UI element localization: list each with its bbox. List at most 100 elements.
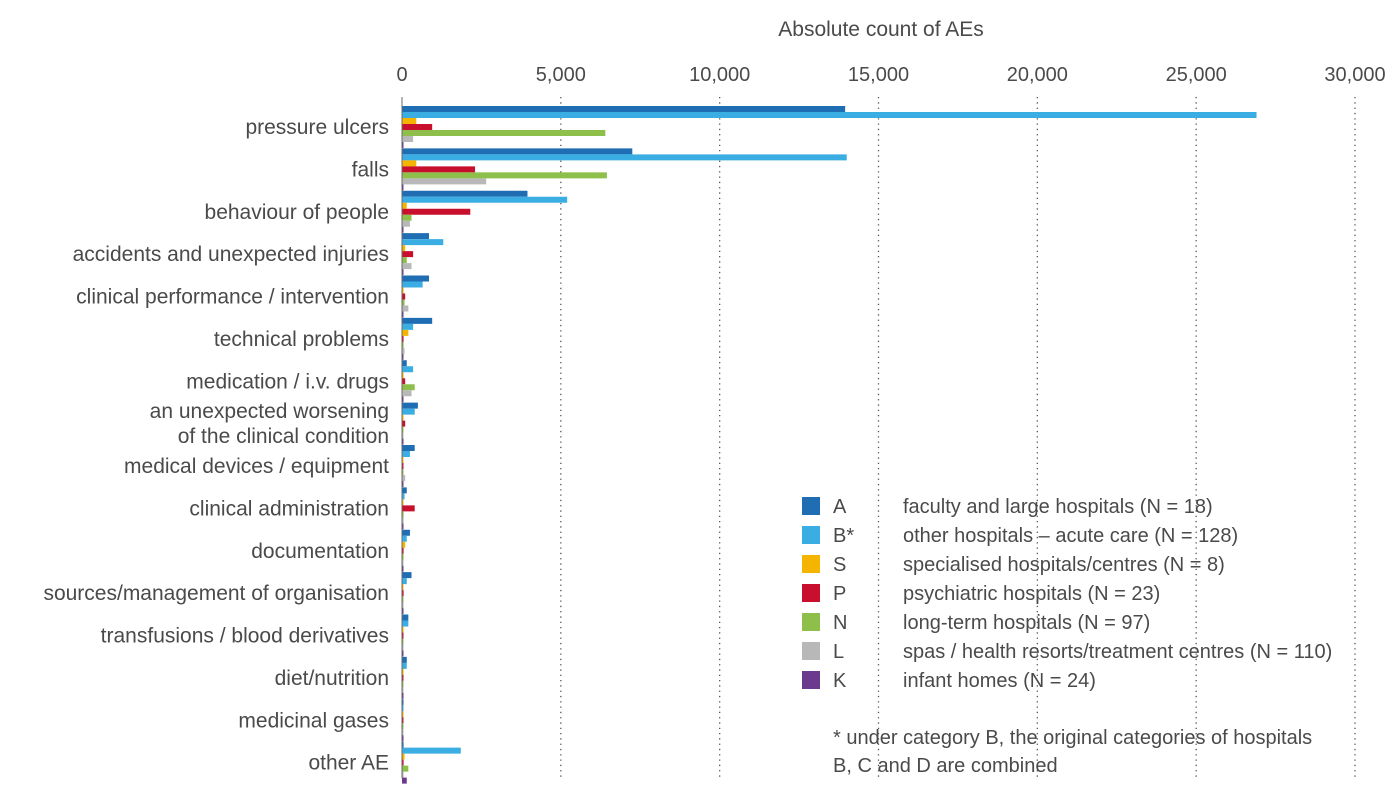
bar-L-1: [402, 178, 487, 185]
bar-layer: [402, 106, 1257, 784]
category-label: diet/nutrition: [275, 667, 389, 690]
bar-S-10: [402, 541, 406, 548]
legend-swatch: [802, 555, 820, 573]
bar-S-7: [402, 414, 404, 421]
bar-K-4: [402, 311, 404, 318]
bar-P-10: [402, 547, 404, 554]
bar-K-9: [402, 523, 404, 530]
bar-L-15: [402, 771, 404, 778]
bar-K-5: [402, 353, 404, 360]
category-label: medicinal gases: [238, 709, 389, 732]
legend-code: S: [833, 554, 846, 576]
bar-N-8: [402, 469, 404, 475]
bar-S-4: [402, 287, 404, 294]
legend-label: other hospitals – acute care (N = 128): [903, 525, 1238, 547]
legend-code: L: [833, 641, 844, 663]
bar-L-12: [402, 644, 404, 651]
bar-B-6: [402, 366, 414, 373]
footnote: * under category B, the original categor…: [833, 727, 1312, 777]
bar-A-5: [402, 317, 433, 324]
bar-P-11: [402, 590, 404, 597]
bar-N-11: [402, 596, 404, 603]
category-label: of the clinical condition: [178, 425, 389, 448]
bar-P-13: [402, 674, 404, 681]
bar-L-6: [402, 390, 412, 397]
bar-L-8: [402, 475, 406, 481]
x-tick-label: 25,000: [1166, 64, 1227, 86]
legend-swatch: [802, 613, 820, 631]
category-label: behaviour of people: [205, 201, 389, 224]
bar-L-10: [402, 559, 404, 566]
bar-N-6: [402, 384, 415, 391]
bar-A-6: [402, 360, 407, 367]
legend-label: faculty and large hospitals (N = 18): [903, 496, 1213, 518]
category-label: medication / i.v. drugs: [186, 370, 389, 393]
bar-K-10: [402, 565, 404, 572]
bar-B-8: [402, 451, 410, 457]
bar-A-9: [402, 487, 407, 494]
bar-K-7: [402, 438, 404, 445]
category-label: other AE: [308, 752, 389, 775]
bar-N-13: [402, 680, 404, 687]
bar-P-2: [402, 208, 471, 215]
bar-P-1: [402, 166, 476, 173]
legend-swatch: [802, 671, 820, 689]
x-tick-label: 15,000: [848, 64, 909, 86]
bar-A-1: [402, 148, 633, 155]
bar-A-0: [402, 106, 846, 112]
bar-B-9: [402, 493, 405, 500]
bar-A-7: [402, 402, 418, 409]
bar-L-14: [402, 729, 404, 736]
bar-B-15: [402, 747, 461, 754]
bar-P-4: [402, 293, 406, 300]
bar-B-7: [402, 408, 415, 415]
category-label: medical devices / equipment: [124, 455, 389, 478]
bar-S-1: [402, 160, 417, 167]
bar-L-2: [402, 220, 410, 227]
footnote-line: B, C and D are combined: [833, 755, 1058, 777]
bar-B-5: [402, 323, 414, 330]
bar-N-10: [402, 553, 404, 560]
category-label: clinical administration: [189, 497, 389, 520]
bar-A-2: [402, 190, 528, 197]
bar-A-4: [402, 275, 430, 282]
category-label: clinical performance / intervention: [76, 286, 389, 309]
bar-B-4: [402, 281, 423, 288]
category-labels: pressure ulcers falls behaviour of people a…: [43, 116, 389, 775]
bar-L-9: [402, 517, 404, 524]
bar-K-2: [402, 226, 404, 233]
bar-K-3: [402, 269, 404, 276]
legend-code: K: [833, 670, 847, 692]
bar-P-3: [402, 251, 414, 258]
bar-N-15: [402, 765, 409, 772]
legend-code: P: [833, 583, 846, 605]
legend-code: A: [833, 496, 847, 518]
bar-L-11: [402, 602, 404, 609]
category-label: an unexpected worsening: [150, 400, 389, 423]
x-tick-label: 5,000: [536, 64, 586, 86]
bar-A-3: [402, 233, 430, 240]
bar-A-13: [402, 656, 407, 663]
x-tick-labels: 0 5,000 10,000 15,000 20,000 25,000 30,000: [396, 64, 1385, 86]
bar-K-1: [402, 184, 404, 191]
bar-B-10: [402, 535, 407, 542]
bar-L-5: [402, 347, 405, 354]
x-tick-label: 0: [396, 64, 407, 86]
bar-B-11: [402, 578, 407, 585]
bar-P-12: [402, 632, 404, 639]
bar-P-0: [402, 124, 433, 130]
bar-K-13: [402, 692, 404, 699]
bar-L-13: [402, 686, 404, 693]
footnote-line: * under category B, the original categor…: [833, 727, 1312, 749]
category-label: falls: [352, 158, 389, 181]
bar-N-2: [402, 214, 412, 221]
bar-S-5: [402, 329, 409, 336]
bar-K-8: [402, 481, 404, 487]
bar-K-15: [402, 777, 407, 784]
legend-label: psychiatric hospitals (N = 23): [903, 583, 1160, 605]
bar-S-12: [402, 626, 404, 633]
bar-S-13: [402, 668, 404, 675]
bar-S-2: [402, 202, 407, 209]
bar-A-8: [402, 445, 415, 451]
